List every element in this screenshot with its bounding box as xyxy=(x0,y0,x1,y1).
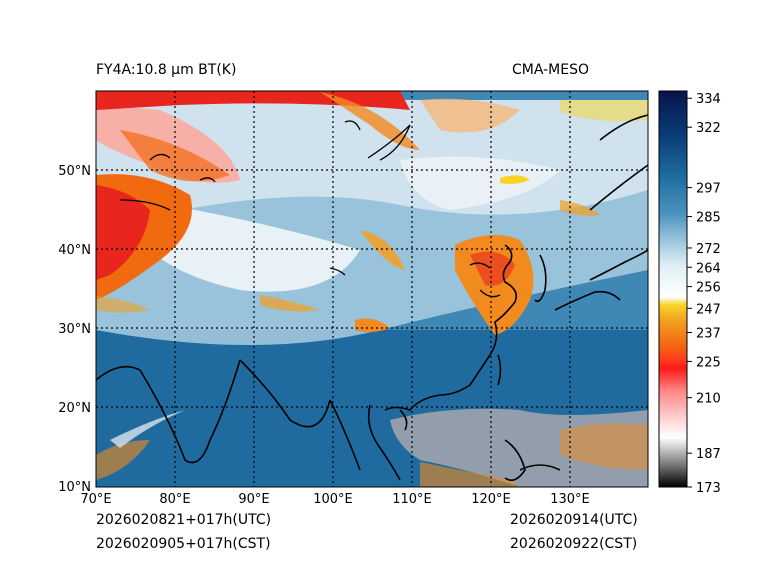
northeast-yellow xyxy=(560,100,648,122)
boundaries xyxy=(119,120,501,298)
northwest-cloud-orange xyxy=(120,130,230,182)
coastline-bay-bengal xyxy=(239,359,331,428)
coastline-korea xyxy=(534,254,547,303)
coastline-taiwan xyxy=(497,354,502,386)
lon-label-130: 130°E xyxy=(550,492,590,507)
bt-field xyxy=(96,91,648,487)
colorbar-gradient xyxy=(659,91,687,487)
colorbar-tick-label: 187 xyxy=(696,447,721,462)
colorbar-tick-label: 334 xyxy=(696,92,721,107)
colorbar-ticks: 334 322 297 285 272 264 256 247 237 225 210 187 173 xyxy=(687,92,721,496)
coastline-primorye xyxy=(589,164,648,211)
coastlines xyxy=(96,114,648,481)
colorbar-tick-label: 297 xyxy=(696,182,721,197)
colorbar-tick-label: 264 xyxy=(696,261,721,276)
lake-aral xyxy=(149,153,171,161)
cloud-white-patch xyxy=(140,200,360,292)
init-time-cst: 2026020905+017h(CST) xyxy=(96,536,271,552)
tropical-convection-orange xyxy=(560,423,648,470)
lat-label-40: 40°N xyxy=(58,243,91,258)
coastline-indochina xyxy=(367,404,401,481)
lake-qinghai xyxy=(329,267,346,276)
lon-label-120: 120°E xyxy=(471,492,511,507)
colorbar-tick-label: 173 xyxy=(696,481,721,496)
west-cloud-red xyxy=(96,185,150,280)
model-name: CMA-MESO xyxy=(512,62,590,78)
streak-2 xyxy=(360,230,405,270)
lat-label-10: 10°N xyxy=(58,480,91,495)
streak-6 xyxy=(96,296,150,313)
southwest-cloud xyxy=(96,440,150,480)
streak-1 xyxy=(355,318,390,333)
coastline-myanmar xyxy=(329,399,361,471)
colorbar-tick-label: 225 xyxy=(696,355,721,370)
colorbar-tick-label: 285 xyxy=(696,211,721,226)
border-segment-2 xyxy=(119,199,171,211)
lon-label-100: 100°E xyxy=(313,492,353,507)
colorbar-tick-label: 322 xyxy=(696,121,721,136)
south-cloud xyxy=(420,462,520,487)
lon-label-70: 70°E xyxy=(80,492,111,507)
lat-axis: 10°N 20°N 30°N 40°N 50°N xyxy=(58,164,91,495)
streak-4 xyxy=(500,175,530,184)
init-time-utc: 2026020821+017h(UTC) xyxy=(96,512,272,528)
lon-label-80: 80°E xyxy=(159,492,190,507)
product-title: FY4A:10.8 µm BT(K) xyxy=(96,62,237,78)
northeast-cloud xyxy=(420,98,520,133)
border-segment-4 xyxy=(479,289,501,298)
lat-label-20: 20°N xyxy=(58,401,91,416)
colorbar-tick-label: 247 xyxy=(696,302,721,317)
border-segment-3 xyxy=(469,262,491,269)
coastline-okhotsk xyxy=(599,114,648,141)
cloud-white-patch-2 xyxy=(400,156,560,210)
colorbar-tick-label: 256 xyxy=(696,281,721,296)
lon-label-90: 90°E xyxy=(238,492,269,507)
coastline-india xyxy=(139,359,241,464)
lake-baikal xyxy=(367,124,411,161)
streak-3 xyxy=(260,295,320,312)
coastline-philippines xyxy=(504,439,526,481)
border-segment-1 xyxy=(344,120,361,131)
coastline-japan-south xyxy=(554,290,621,311)
lat-label-30: 30°N xyxy=(58,322,91,337)
map-frame xyxy=(95,90,649,488)
coastline-china xyxy=(384,244,518,411)
colorbar: 334 322 297 285 272 264 256 247 237 225 210 187 173 xyxy=(658,90,721,496)
lake-balkhash xyxy=(199,177,216,183)
colorbar-tick-label: 272 xyxy=(696,242,721,257)
lat-label-50: 50°N xyxy=(58,164,91,179)
coastline-philippines-2 xyxy=(519,464,561,471)
colorbar-frame xyxy=(658,90,688,488)
coastline-hainan xyxy=(399,409,408,431)
southwest-streak xyxy=(110,410,185,448)
valid-time-utc: 2026020914(UTC) xyxy=(510,512,638,528)
colorbar-tick-label: 237 xyxy=(696,326,721,341)
lon-label-110: 110°E xyxy=(392,492,432,507)
graticule xyxy=(96,91,648,487)
valid-time-cst: 2026020922(CST) xyxy=(510,536,638,552)
colorbar-tick-label: 210 xyxy=(696,392,721,407)
coastline-japan xyxy=(589,249,648,281)
coastline-arabian xyxy=(96,365,141,381)
top-orange-tail xyxy=(320,92,420,150)
lon-axis: 70°E 80°E 90°E 100°E 110°E 120°E 130°E xyxy=(80,492,589,507)
